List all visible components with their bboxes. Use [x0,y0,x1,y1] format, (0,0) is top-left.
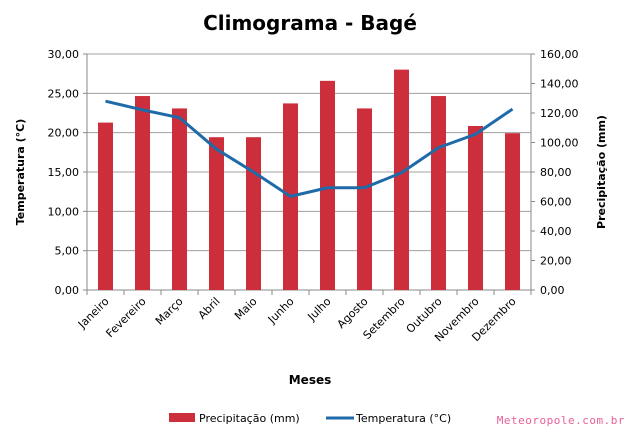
precip-bar [468,125,483,290]
right-tick-label: 20,00 [540,255,572,268]
right-tick-label: 140,00 [540,78,579,91]
left-tick-label: 5,00 [55,245,80,258]
precip-bar [505,133,520,290]
watermark: Meteoropole.com.br [496,414,625,427]
left-tick-label: 30,00 [48,48,80,61]
left-tick-label: 25,00 [48,87,80,100]
left-tick-label: 10,00 [48,205,80,218]
x-tick-label: Maio [232,295,260,323]
precip-bar [98,122,113,291]
precip-bar [172,108,187,291]
left-tick-label: 20,00 [48,127,80,140]
precip-bar [431,96,446,290]
right-tick-label: 100,00 [540,137,579,150]
x-tick-label: Julho [305,295,334,324]
left-tick-label: 15,00 [48,166,80,179]
precip-bar [135,96,150,290]
right-tick-label: 160,00 [540,48,579,61]
right-tick-label: 0,00 [540,284,565,297]
x-tick-label: Fevereiro [103,295,148,340]
x-tick-label: Agosto [335,295,371,331]
precip-bar [357,108,372,291]
x-axis-title: Meses [289,373,332,387]
right-tick-label: 120,00 [540,107,579,120]
x-tick-label: Março [153,295,186,328]
temperature-line [105,99,514,198]
x-tick-label: Junho [265,295,297,327]
legend-swatch-precipitation [169,413,195,422]
right-tick-label: 60,00 [540,196,572,209]
legend-label-temperature: Temperatura (°C) [355,412,451,425]
right-tick-label: 40,00 [540,225,572,238]
precip-bar [246,137,261,290]
precip-bar [394,69,409,290]
left-tick-label: 0,00 [55,284,80,297]
chart-title: Climograma - Bagé [203,11,417,35]
x-tick-label: Janeiro [75,295,112,332]
precip-bar [209,137,224,290]
left-axis-title: Temperatura (°C) [14,119,27,226]
legend-label-precipitation: Precipitação (mm) [199,412,300,425]
right-axis-title: Precipitação (mm) [595,115,608,229]
right-tick-label: 80,00 [540,166,572,179]
x-tick-label: Abril [196,295,223,322]
precip-bar [320,80,335,290]
